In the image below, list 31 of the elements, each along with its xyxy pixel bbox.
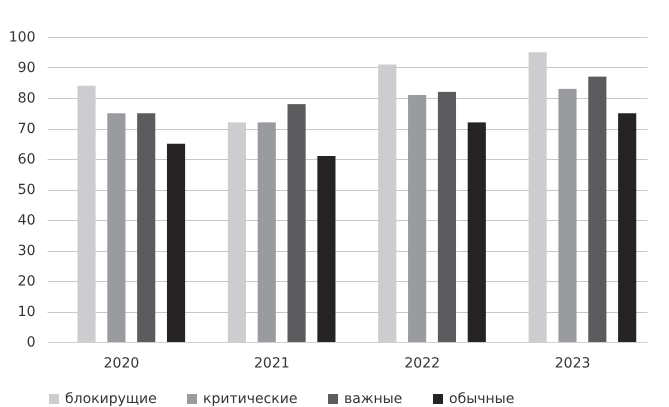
x-tick-label: 2021 <box>254 356 290 372</box>
bar <box>618 113 636 342</box>
bar <box>317 156 336 342</box>
legend-label: важные <box>344 391 402 407</box>
bar <box>107 113 126 342</box>
bar <box>438 92 456 342</box>
y-tick-label: 50 <box>18 182 36 198</box>
bar <box>258 122 276 342</box>
bar <box>137 113 156 342</box>
x-tick-label: 2023 <box>554 356 590 372</box>
y-tick-label: 20 <box>18 274 36 290</box>
y-tick-label: 90 <box>18 60 36 76</box>
bar <box>558 88 577 342</box>
bar <box>288 104 306 342</box>
bar <box>166 144 186 342</box>
y-tick-label: 80 <box>18 90 36 106</box>
bar <box>588 76 606 342</box>
x-tick-label: 2022 <box>404 356 440 372</box>
legend-label: блокирущие <box>65 391 157 407</box>
bar <box>408 94 426 342</box>
y-tick-label: 100 <box>8 30 36 46</box>
y-tick-label: 0 <box>26 334 36 350</box>
legend-label: критические <box>203 391 298 407</box>
y-tick-label: 60 <box>18 152 36 168</box>
legend-label: обычные <box>449 391 514 407</box>
y-tick-label: 30 <box>18 243 36 259</box>
y-tick-label: 40 <box>18 212 36 228</box>
bar <box>468 122 486 342</box>
x-tick-label: 2020 <box>104 356 140 372</box>
y-tick-label: 10 <box>18 304 36 320</box>
y-tick-label: 70 <box>18 121 36 137</box>
